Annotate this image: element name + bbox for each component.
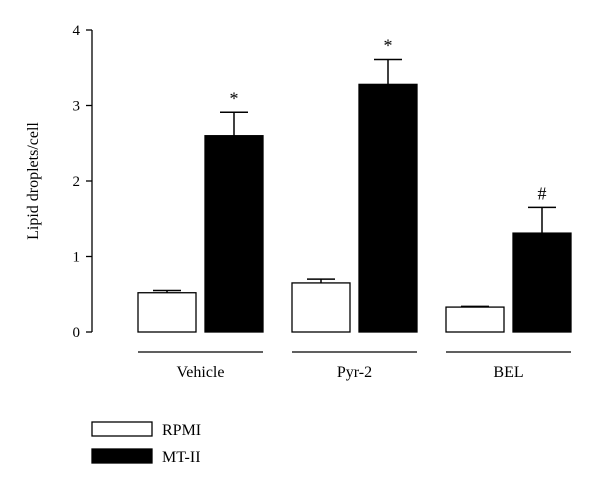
category-label: Pyr-2 [337, 364, 372, 381]
bar-rpmi-pyr-2 [291, 282, 351, 333]
bar-mt-ii-vehicle [204, 135, 264, 333]
bar-rpmi-bel [445, 306, 505, 333]
category-label: BEL [493, 364, 523, 381]
y-axis-title: Lipid droplets/cell [25, 122, 42, 240]
y-tick-label: 0 [73, 325, 81, 341]
legend-swatch [91, 448, 153, 464]
bar-mt-ii-bel [512, 232, 572, 333]
legend: RPMI MT-II [91, 421, 201, 466]
y-tick-label: 2 [73, 174, 81, 190]
y-tick-label: 1 [73, 250, 81, 266]
bar-rpmi-vehicle [137, 292, 197, 333]
legend-label: MT-II [162, 449, 201, 466]
y-axis: 0 1 2 3 4 [73, 23, 93, 341]
significance-marker: # [538, 183, 547, 203]
category-groups: Vehicle Pyr-2 BEL [138, 351, 571, 381]
bars: * * # [137, 35, 572, 333]
significance-marker: * [384, 35, 393, 55]
y-tick-label: 4 [73, 23, 81, 39]
category-label: Vehicle [177, 364, 225, 381]
legend-swatch [91, 421, 153, 437]
y-tick-label: 3 [73, 99, 81, 115]
significance-marker: * [230, 88, 239, 108]
bar-mt-ii-pyr-2 [358, 83, 418, 333]
legend-label: RPMI [162, 422, 201, 439]
